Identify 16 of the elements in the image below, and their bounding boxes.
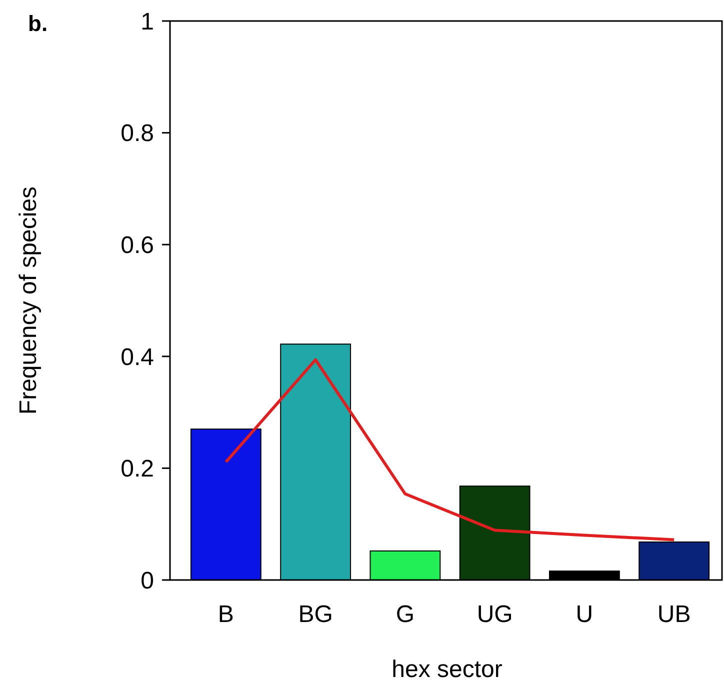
- x-tick-label: G: [396, 601, 415, 628]
- y-tick-label: 0: [140, 567, 154, 594]
- y-tick-label: 0.4: [120, 344, 154, 371]
- x-axis-title: hex sector: [392, 656, 502, 683]
- x-tick-label: B: [218, 601, 234, 628]
- line-series: [224, 358, 676, 542]
- y-tick-label: 0.2: [120, 456, 154, 483]
- x-tick-label: BG: [298, 601, 333, 628]
- y-tick-label: 0.8: [120, 120, 154, 148]
- x-tick-label: UB: [657, 601, 691, 628]
- x-tick-label: UG: [476, 601, 513, 628]
- y-axis-title: Frequency of species: [15, 186, 42, 415]
- y-tick-label: 1: [140, 8, 154, 36]
- x-tick-label: U: [576, 601, 594, 628]
- text: b.: [28, 11, 48, 36]
- y-tick-label: 0.6: [120, 232, 154, 259]
